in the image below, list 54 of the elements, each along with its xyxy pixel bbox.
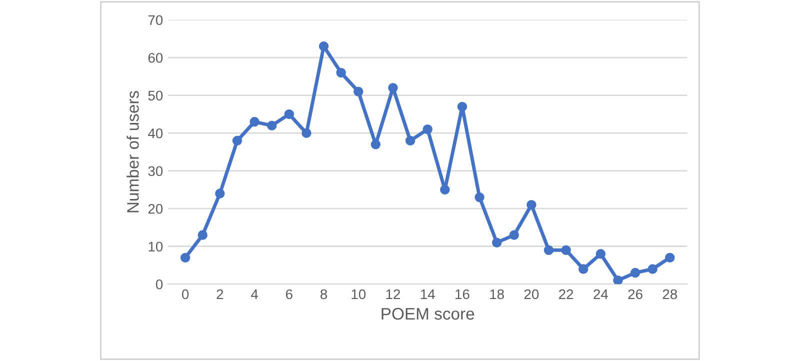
point xyxy=(492,238,502,248)
x-axis-title: POEM score xyxy=(382,308,474,320)
point xyxy=(405,136,416,146)
y-tick-label: 30 xyxy=(148,166,163,176)
point xyxy=(232,136,242,146)
point xyxy=(302,128,312,138)
point xyxy=(526,200,536,210)
point xyxy=(474,192,484,202)
x-tick-label: 22 xyxy=(559,289,574,300)
point xyxy=(665,252,675,263)
point xyxy=(509,230,519,240)
point xyxy=(250,116,260,127)
point xyxy=(578,264,588,274)
point xyxy=(336,68,346,78)
y-tick-label: 20 xyxy=(148,204,163,214)
x-tick-label: 4 xyxy=(250,289,258,300)
x-tick-label: 14 xyxy=(420,289,435,300)
x-tick-label: 16 xyxy=(456,289,470,300)
x-tick-label: 20 xyxy=(524,289,539,300)
y-tick-label: 0 xyxy=(156,279,163,290)
x-tick-label: 12 xyxy=(386,289,400,300)
point xyxy=(648,264,658,274)
point xyxy=(266,120,277,130)
point xyxy=(198,230,208,240)
y-tick-label: 60 xyxy=(148,52,163,63)
y-tick-label: 70 xyxy=(148,15,163,26)
x-tick-label: 8 xyxy=(320,289,328,300)
y-axis-title: Number of users xyxy=(126,90,139,212)
point xyxy=(613,275,623,284)
x-tick-label: 24 xyxy=(594,289,608,300)
point xyxy=(354,86,364,96)
point xyxy=(630,268,640,278)
point xyxy=(180,252,190,263)
point xyxy=(422,124,432,134)
point xyxy=(457,102,468,112)
point xyxy=(440,184,450,195)
y-tick-label: 10 xyxy=(148,242,163,252)
point xyxy=(544,245,554,255)
x-tick-label: 0 xyxy=(182,289,189,300)
x-tick-label: 18 xyxy=(490,289,504,300)
point xyxy=(370,140,381,150)
point xyxy=(215,188,225,198)
y-tick-label: 50 xyxy=(148,90,163,101)
y-tick-label: 40 xyxy=(148,128,163,138)
point xyxy=(318,41,329,52)
point xyxy=(284,109,294,120)
x-tick-label: 2 xyxy=(216,289,224,300)
point xyxy=(561,245,571,255)
x-tick-label: 28 xyxy=(662,289,678,300)
point xyxy=(596,249,606,259)
x-tick-label: 6 xyxy=(286,289,292,300)
x-tick-label: 10 xyxy=(352,289,366,300)
point xyxy=(388,82,398,93)
x-tick-label: 26 xyxy=(628,289,642,300)
